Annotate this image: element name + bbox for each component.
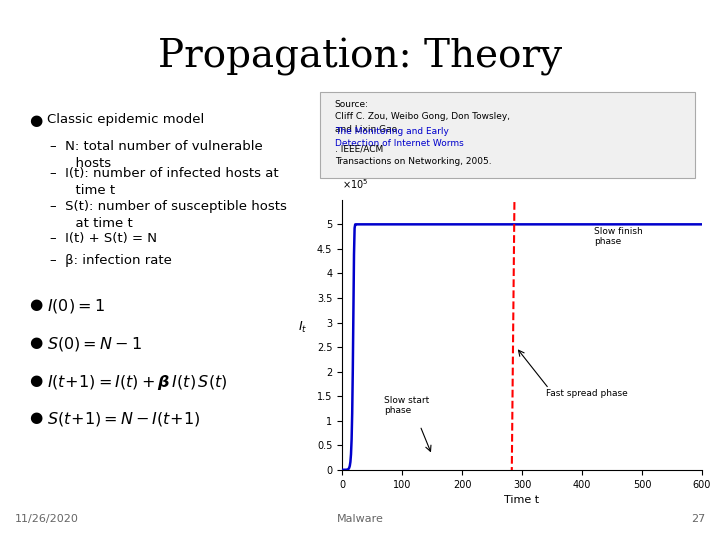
Text: Source:
Cliff C. Zou, Weibo Gong, Don Towsley,
and Lixin Gao.: Source: Cliff C. Zou, Weibo Gong, Don To… [335,100,510,134]
X-axis label: Time t: Time t [505,495,539,505]
Text: ●: ● [29,373,42,388]
Text: ●: ● [29,335,42,350]
Text: . IEEE/ACM
Transactions on Networking, 2005.: . IEEE/ACM Transactions on Networking, 2… [335,145,492,166]
Text: ●: ● [29,410,42,426]
FancyBboxPatch shape [320,92,695,178]
Text: –  β: infection rate: – β: infection rate [50,254,172,267]
Text: $\times 10^5$: $\times 10^5$ [342,177,369,191]
Text: $S(t\!+\!1) = N - I(t\!+\!1)$: $S(t\!+\!1) = N - I(t\!+\!1)$ [47,410,200,428]
Text: Propagation: Theory: Propagation: Theory [158,38,562,76]
Text: $I(t\!+\!1) = I(t) + \boldsymbol{\beta}\, I(t)\, S(t)$: $I(t\!+\!1) = I(t) + \boldsymbol{\beta}\… [47,373,228,392]
Text: $S(0) = N - 1$: $S(0) = N - 1$ [47,335,142,353]
Text: ●: ● [29,297,42,312]
Text: Fast spread phase: Fast spread phase [546,389,628,398]
Text: –  S(t): number of susceptible hosts
      at time t: – S(t): number of susceptible hosts at t… [50,200,287,230]
Text: 27: 27 [691,514,706,524]
Text: $I(0) = 1$: $I(0) = 1$ [47,297,104,315]
Text: 11/26/2020: 11/26/2020 [14,514,78,524]
Text: –  I(t) + S(t) = N: – I(t) + S(t) = N [50,232,158,245]
Text: Classic epidemic model: Classic epidemic model [47,113,204,126]
Text: Malware: Malware [336,514,384,524]
Text: The Monitoring and Early
Detection of Internet Worms: The Monitoring and Early Detection of In… [335,127,464,148]
Text: Slow start
phase: Slow start phase [384,396,429,415]
Text: –  I(t): number of infected hosts at
      time t: – I(t): number of infected hosts at time… [50,167,279,198]
Text: –  N: total number of vulnerable
      hosts: – N: total number of vulnerable hosts [50,140,263,171]
Text: Slow finish
phase: Slow finish phase [594,227,643,246]
Y-axis label: $I_t$: $I_t$ [298,320,307,335]
Text: ●: ● [29,113,42,129]
